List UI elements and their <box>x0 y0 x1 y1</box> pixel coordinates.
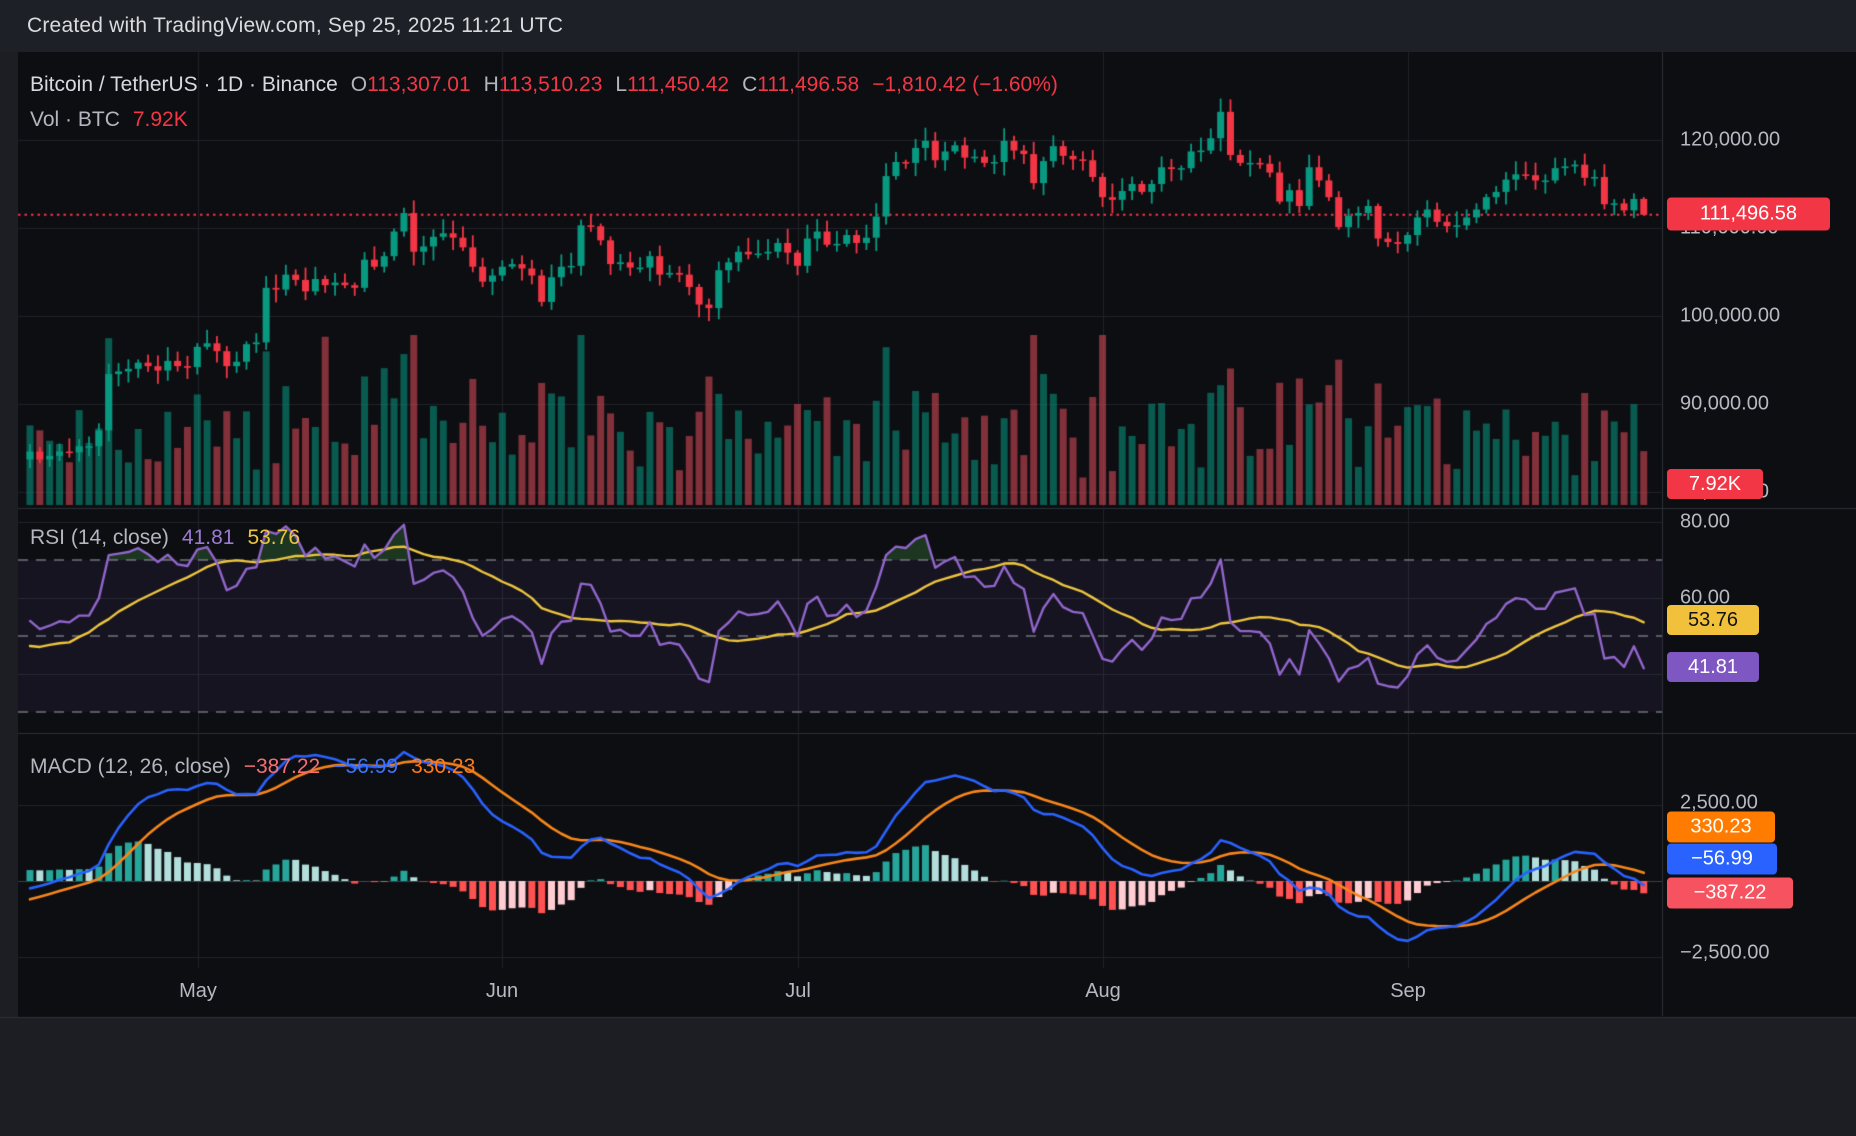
macd-header: MACD (12, 26, close) −387.22 −56.99 330.… <box>30 754 475 780</box>
rsi-title: RSI (14, close) <box>30 526 169 549</box>
macd-signal-value: 330.23 <box>411 755 476 778</box>
macd-signal-badge: 330.23 <box>1667 811 1775 843</box>
legend-row-main: Bitcoin / TetherUS · 1D · Binance O 113,3… <box>30 72 1058 98</box>
macd-line-value: −56.99 <box>333 755 399 778</box>
volume-value: 7.92K <box>132 108 188 131</box>
volume-label: Vol · BTC <box>30 108 120 131</box>
axis-label: 100,000.00 <box>1680 304 1781 327</box>
macd-title: MACD (12, 26, close) <box>30 755 231 778</box>
axis-label: 2,500.00 <box>1680 791 1758 814</box>
rsi-ma-value: 53.76 <box>247 526 301 549</box>
axis-label: −2,500.00 <box>1680 941 1770 964</box>
time-axis-label-may: May <box>179 980 217 1002</box>
axis-label: 80.00 <box>1680 510 1731 533</box>
rsi-header: RSI (14, close) 41.81 53.76 <box>30 525 300 551</box>
macd-hist-badge: −387.22 <box>1667 877 1793 909</box>
axis-label: 60.00 <box>1680 586 1731 609</box>
ohlc-high: H 113,510.23 <box>483 73 603 96</box>
axis-label: 120,000.00 <box>1680 128 1781 151</box>
rsi-badge: 41.81 <box>1667 652 1759 682</box>
last-price-badge: 111,496.58 <box>1667 197 1830 231</box>
time-axis-label-jun: Jun <box>485 980 519 1002</box>
time-axis-label-sep: Sep <box>1390 980 1426 1002</box>
ohlc-close: C 111,496.58 <box>742 73 860 96</box>
symbol-title: Bitcoin / TetherUS · 1D · Binance <box>30 73 338 96</box>
time-axis-label-aug: Aug <box>1085 980 1121 1002</box>
macd-line-badge: −56.99 <box>1667 843 1777 875</box>
ohlc-low: L 111,450.42 <box>615 73 730 96</box>
volume-badge: 7.92K <box>1667 469 1763 499</box>
rsi-value: 41.81 <box>181 526 235 549</box>
price-change: −1,810.42 (−1.60%) <box>872 73 1058 96</box>
macd-hist-value: −387.22 <box>243 755 321 778</box>
ohlc-open: O 113,307.01 <box>350 73 471 96</box>
time-axis-label-jul: Jul <box>785 980 811 1002</box>
axis-label: 90,000.00 <box>1680 392 1769 415</box>
rsi-ma-badge: 53.76 <box>1667 605 1759 635</box>
legend-row-volume: Vol · BTC 7.92K <box>30 107 188 133</box>
